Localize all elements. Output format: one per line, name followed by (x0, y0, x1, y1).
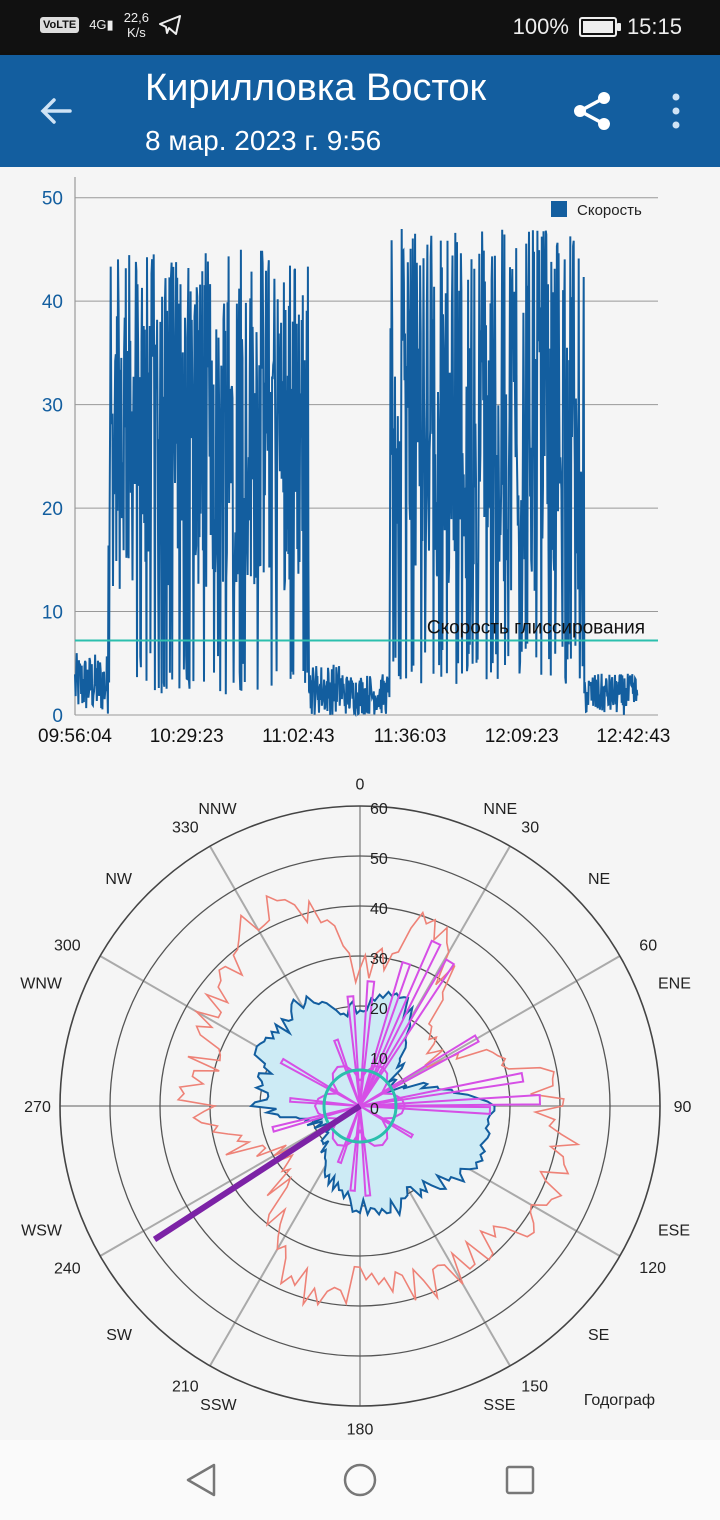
x-tick-label: 09:56:04 (38, 726, 112, 747)
y-tick-label: 50 (42, 189, 63, 210)
back-nav-icon[interactable] (184, 1462, 218, 1498)
battery-icon (578, 17, 621, 37)
hodograph-loop (313, 1065, 407, 1147)
angle-tick-label: NNW (198, 801, 237, 818)
y-tick-label: 0 (52, 706, 63, 727)
angle-tick-label: 240 (54, 1260, 81, 1277)
hodograph-spike (359, 958, 456, 1107)
status-bar: VoLTE 4G▮ 22,6 K/s 100% 15:15 (0, 0, 720, 55)
battery-percent: 100% (512, 14, 569, 39)
recents-nav-icon[interactable] (504, 1464, 536, 1496)
more-options-icon[interactable] (664, 91, 688, 131)
angle-tick-label: 330 (172, 820, 199, 837)
radial-tick-label: 60 (370, 801, 388, 818)
x-tick-label: 12:42:43 (596, 726, 670, 747)
telegram-icon (159, 15, 182, 35)
angle-tick-label: 120 (639, 1260, 666, 1277)
angle-tick-label: 0 (356, 777, 365, 794)
polar-ring (109, 855, 611, 1357)
x-tick-label: 11:36:03 (374, 726, 447, 747)
share-icon[interactable] (570, 89, 614, 133)
angle-tick-label: 90 (674, 1099, 692, 1116)
angle-tick-label: SSE (483, 1397, 515, 1414)
hodograph-caption: Годограф (584, 1392, 655, 1409)
angle-tick-label: ESE (658, 1222, 690, 1239)
radial-tick-label: 40 (370, 901, 388, 918)
radial-tick-label: 20 (370, 1001, 388, 1018)
angle-tick-label: 270 (24, 1099, 51, 1116)
angle-tick-label: NNE (483, 801, 517, 818)
home-nav-icon[interactable] (342, 1462, 378, 1498)
angle-tick-label: WNW (20, 976, 63, 993)
angle-tick-label: ENE (658, 976, 691, 993)
polar-outer-ring (59, 805, 661, 1407)
speed-series-line (74, 228, 639, 718)
radial-tick-label: 50 (370, 851, 388, 868)
hodograph-spike (359, 1071, 525, 1107)
radial-tick-label: 10 (370, 1051, 388, 1068)
page-subtitle: 8 мар. 2023 г. 9:56 (145, 125, 382, 156)
angle-tick-label: 30 (521, 820, 539, 837)
angle-tick-label: SW (106, 1327, 133, 1344)
wind-direction-line (152, 1103, 362, 1242)
system-nav-bar (0, 1440, 720, 1520)
back-arrow-icon[interactable] (36, 91, 76, 131)
hodograph-spike (359, 1105, 372, 1197)
angle-tick-label: 180 (347, 1422, 374, 1439)
hodograph-spike (359, 960, 412, 1107)
max-speed-profile (176, 894, 581, 1308)
hodograph-spike (346, 995, 361, 1107)
y-tick-label: 30 (42, 396, 63, 417)
angle-tick-label: 60 (639, 938, 657, 955)
y-tick-label: 40 (42, 292, 63, 313)
legend-label: Скорость (577, 202, 642, 219)
page-title: Кирилловка Восток (145, 67, 487, 109)
hodograph-spike (359, 1034, 480, 1107)
angle-tick-label: 210 (172, 1378, 199, 1395)
hodograph-spike (349, 1105, 361, 1192)
speed-line-chart: 0 10 20 30 40 50 09:56:04 10:29:23 11:02:43 11:3… (38, 177, 670, 747)
angle-tick-label: WSW (21, 1222, 63, 1239)
angle-tick-label: NE (588, 871, 610, 888)
angle-tick-label: 150 (521, 1378, 548, 1395)
radial-tick-label: 0 (370, 1101, 379, 1118)
angle-tick-label: NW (105, 871, 133, 888)
clock: 15:15 (626, 14, 682, 39)
hodograph-spike (359, 939, 442, 1107)
x-tick-label: 10:29:23 (150, 726, 224, 747)
x-tick-label: 12:09:23 (485, 726, 559, 747)
network-speed: 22,6 K/s (123, 10, 150, 40)
hodograph-spike (279, 1057, 361, 1107)
legend-swatch (551, 201, 567, 217)
planing-threshold-label: Скорость глиссирования (427, 618, 645, 639)
hodograph-spike (359, 1105, 415, 1139)
hodograph-spike (359, 1093, 542, 1107)
y-tick-label: 20 (42, 499, 63, 520)
hodograph-spike (336, 1105, 361, 1165)
volte-icon: VoLTE (40, 17, 80, 33)
y-tick-label: 10 (42, 603, 63, 624)
chart-area: 0 10 20 30 40 50 09:56:04 10:29:23 11:02:43 11:3… (0, 167, 720, 1440)
hodograph-spike (359, 980, 376, 1107)
angle-tick-label: SE (588, 1327, 609, 1344)
hodograph-spike (359, 1105, 492, 1115)
x-tick-label: 11:02:43 (262, 726, 335, 747)
angle-tick-label: 300 (54, 938, 81, 955)
app-bar: Кирилловка Восток 8 мар. 2023 г. 9:56 (0, 55, 720, 167)
planing-speed-circle (322, 1068, 398, 1144)
hodograph-spike (271, 1105, 361, 1133)
radial-tick-label: 30 (370, 951, 388, 968)
angle-tick-label: SSW (200, 1397, 237, 1414)
signal-icon: 4G▮ (89, 17, 114, 32)
